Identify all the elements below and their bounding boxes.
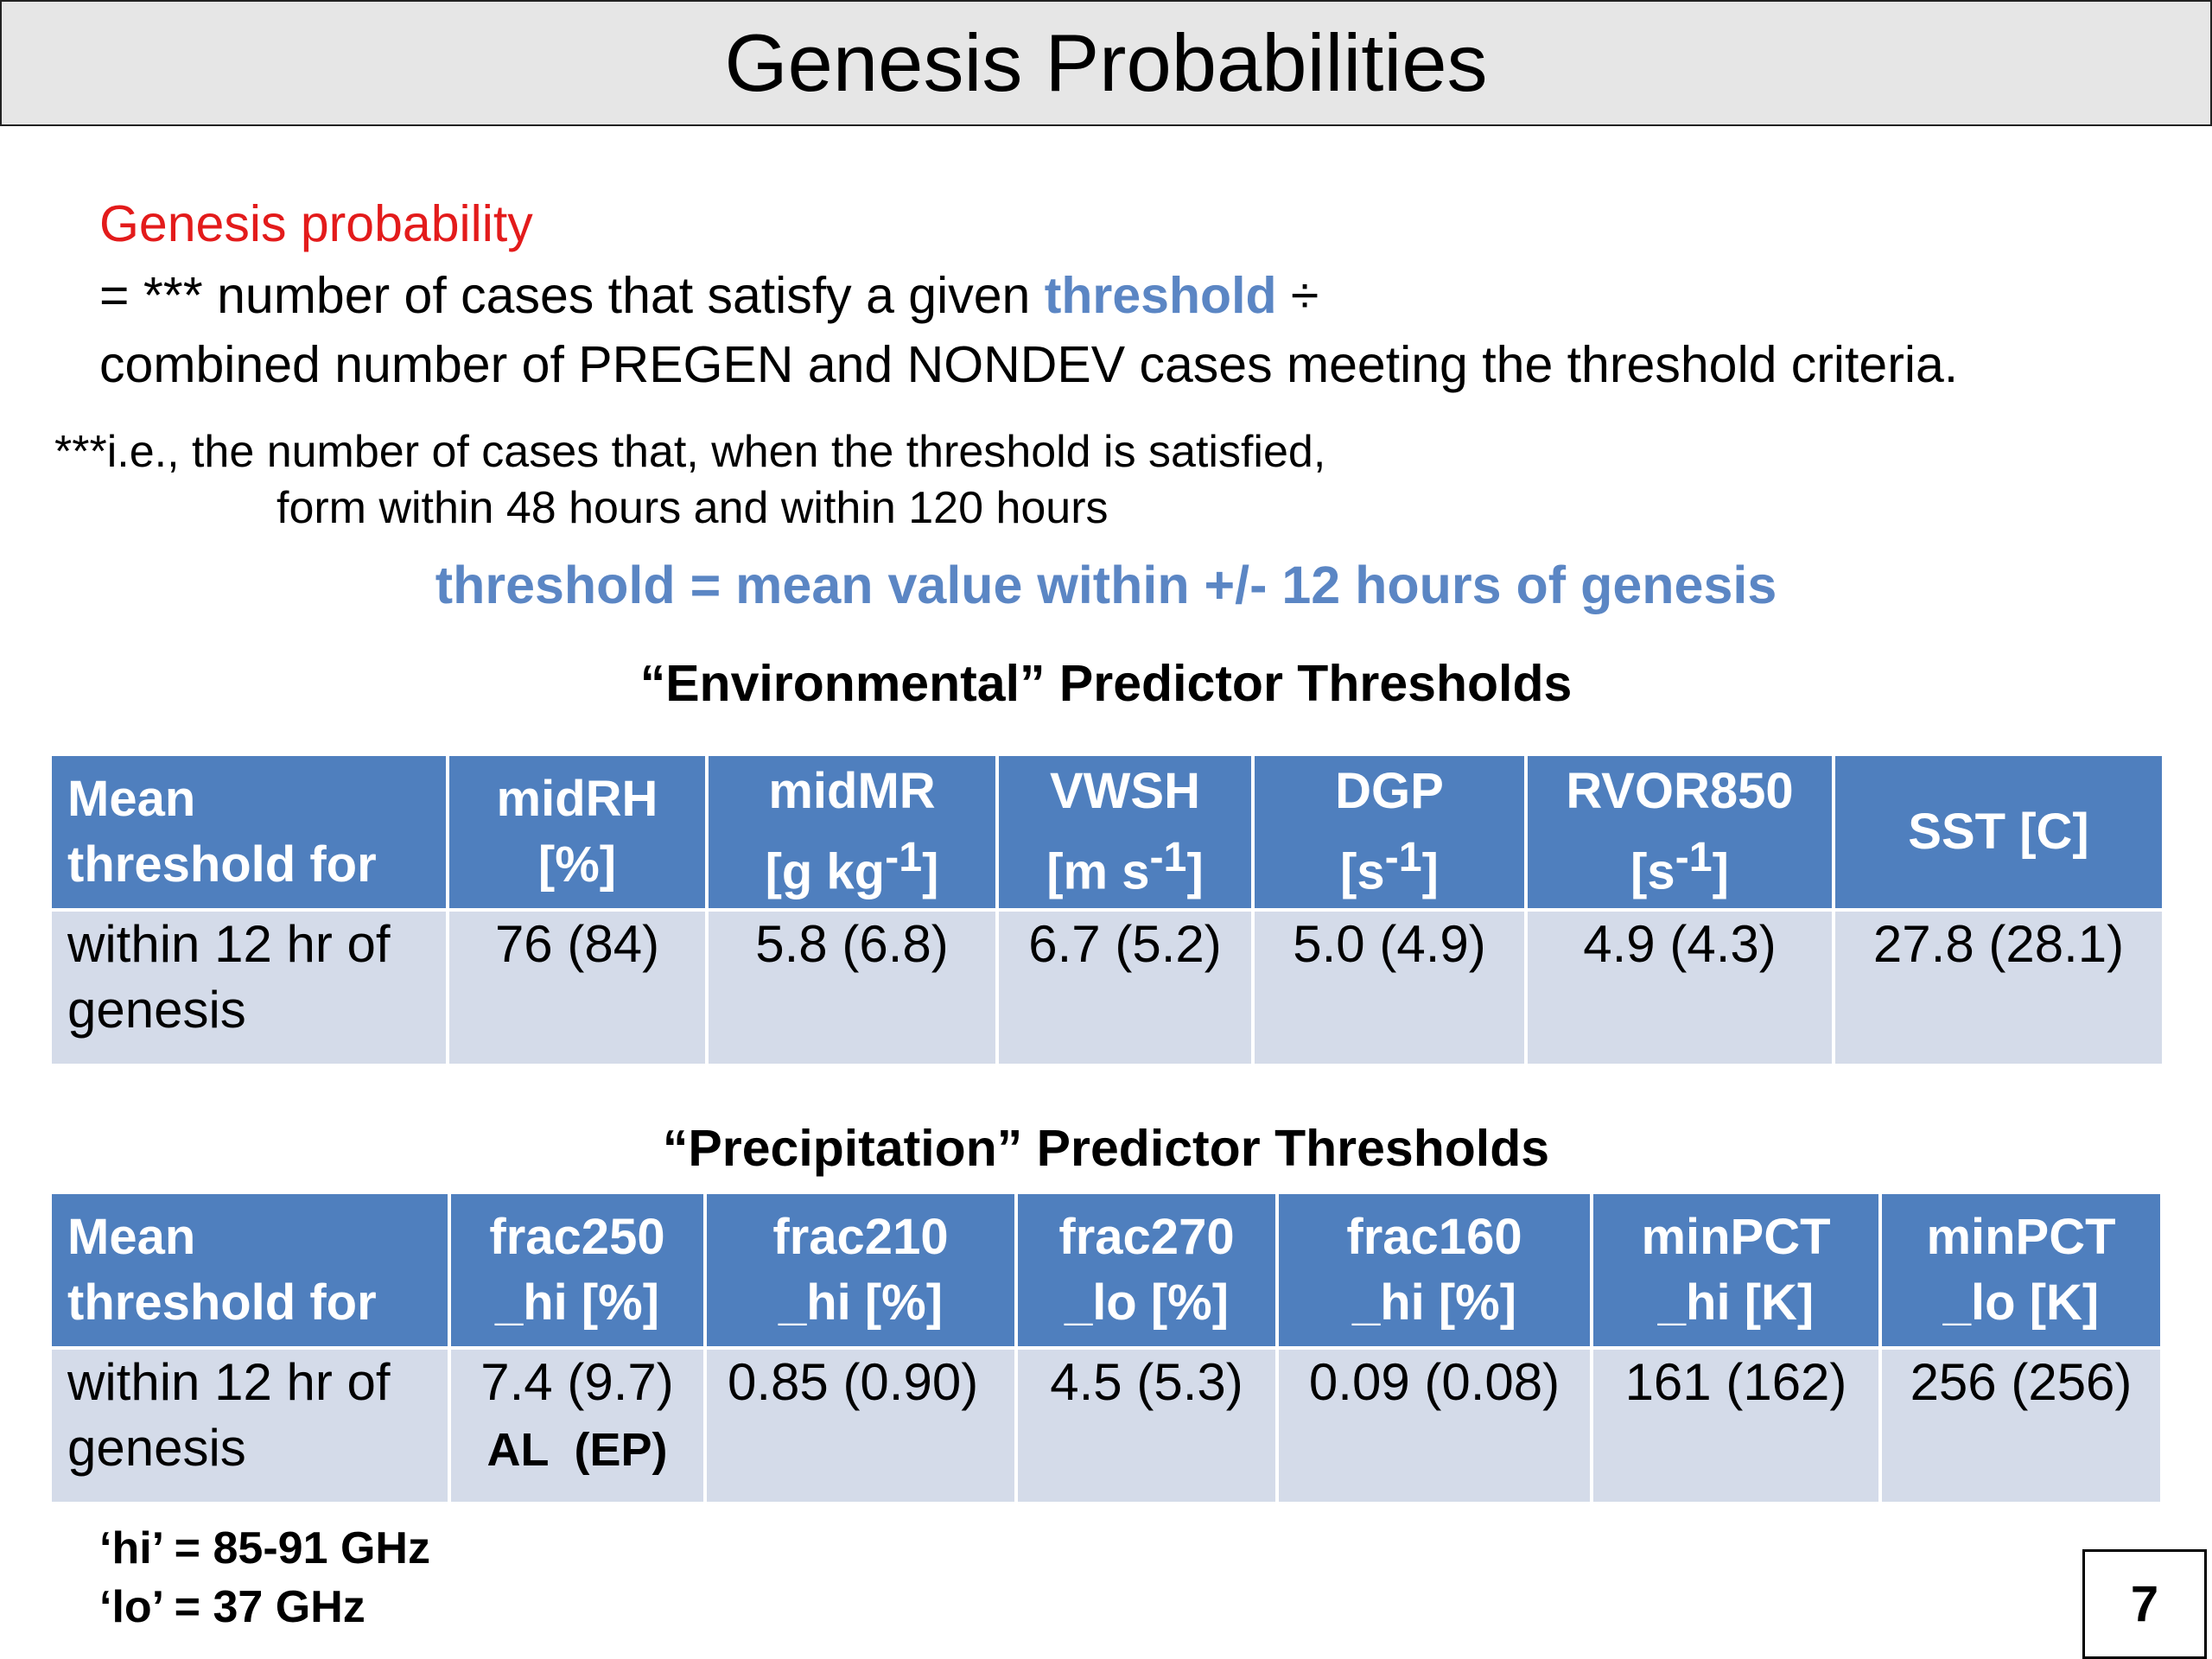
environmental-table-title: “Environmental” Predictor Thresholds: [639, 655, 1573, 712]
value-midRH: 76 (84): [446, 908, 709, 1067]
header-RVOR850: RVOR850 [s-1]: [1524, 753, 1835, 912]
value-frac270-lo: 4.5 (5.3): [1014, 1346, 1279, 1505]
column-unit: [%]: [537, 836, 617, 893]
value-SST: 27.8 (28.1): [1832, 908, 2165, 1067]
precipitation-table: Mean threshold for frac250 _hi [%] frac21…: [48, 1191, 2164, 1505]
header-frac250-hi: frac250 _hi [%]: [448, 1191, 707, 1350]
value-midMR: 5.8 (6.8): [705, 908, 999, 1067]
unit-exponent: -1: [1384, 834, 1422, 881]
header-frac210-hi: frac210 _hi [%]: [703, 1191, 1018, 1350]
row-label: within 12 hr of genesis: [48, 1346, 451, 1505]
unit-close: ]: [1421, 843, 1439, 900]
column-name: frac210: [772, 1209, 949, 1265]
column-name: midRH: [496, 771, 658, 827]
column-unit: [s: [1340, 843, 1385, 900]
unit-close: ]: [1712, 843, 1729, 900]
value-RVOR850: 4.9 (4.3): [1524, 908, 1835, 1067]
header-mean-threshold: Mean threshold for: [48, 1191, 451, 1350]
header-SST: SST [C]: [1832, 753, 2165, 912]
header-midRH: midRH [%]: [446, 753, 709, 912]
value-frac250-hi: 7.4 (9.7) AL (EP): [448, 1346, 707, 1505]
legend-lo: ‘lo’ = 37 GHz: [99, 1582, 365, 1632]
definition-line-1: = *** number of cases that satisfy a giv…: [99, 266, 1319, 325]
column-unit: _hi [%]: [778, 1274, 944, 1331]
precipitation-table-title: “Precipitation” Predictor Thresholds: [662, 1120, 1550, 1177]
value-frac160-hi: 0.09 (0.08): [1275, 1346, 1593, 1505]
unit-close: ]: [922, 843, 939, 900]
column-name: RVOR850: [1566, 763, 1794, 820]
column-unit: _hi [%]: [494, 1274, 660, 1331]
header-frac270-lo: frac270 _lo [%]: [1014, 1191, 1279, 1350]
table-row: within 12 hr of genesis 76 (84) 5.8 (6.8…: [48, 908, 2165, 1067]
header-DGP: DGP [s-1]: [1251, 753, 1528, 912]
definition-heading: Genesis probability: [99, 195, 533, 252]
table-row: within 12 hr of genesis 7.4 (9.7) AL (EP)…: [48, 1346, 2164, 1505]
column-name: frac250: [489, 1209, 665, 1265]
column-name: frac270: [1058, 1209, 1235, 1265]
basin-note: AL (EP): [486, 1424, 668, 1476]
footnote-line-2: form within 48 hours and within 120 hour…: [276, 483, 1109, 533]
column-unit: [g kg: [765, 843, 886, 900]
column-unit: [m s: [1046, 843, 1150, 900]
column-unit: _lo [%]: [1064, 1274, 1230, 1331]
table-header-row: Mean threshold for frac250 _hi [%] frac21…: [48, 1191, 2164, 1350]
header-midMR: midMR [g kg-1]: [705, 753, 999, 912]
column-name: minPCT: [1926, 1209, 2116, 1265]
value-minPCT-hi: 161 (162): [1590, 1346, 1882, 1505]
value-text: 7.4 (9.7): [480, 1353, 674, 1411]
threshold-keyword: threshold: [1044, 267, 1277, 324]
column-unit: _hi [%]: [1351, 1274, 1517, 1331]
unit-close: ]: [1186, 843, 1204, 900]
header-VWSH: VWSH [m s-1]: [995, 753, 1255, 912]
header-minPCT-lo: minPCT _lo [K]: [1878, 1191, 2164, 1350]
column-unit: _lo [K]: [1942, 1274, 2100, 1331]
legend-hi: ‘hi’ = 85-91 GHz: [99, 1523, 430, 1573]
column-name: midMR: [768, 763, 936, 820]
header-minPCT-hi: minPCT _hi [K]: [1590, 1191, 1882, 1350]
threshold-definition: threshold = mean value within +/- 12 hou…: [435, 556, 1777, 614]
column-name: VWSH: [1050, 763, 1200, 820]
value-frac210-hi: 0.85 (0.90): [703, 1346, 1018, 1505]
environmental-table: Mean threshold for midRH [%] midMR [g kg-1…: [48, 753, 2165, 1067]
slide-title: Genesis Probabilities: [724, 17, 1488, 108]
page-number: 7: [2082, 1549, 2207, 1659]
unit-exponent: -1: [1149, 834, 1187, 881]
table-header-row: Mean threshold for midRH [%] midMR [g kg-1…: [48, 753, 2165, 912]
unit-exponent: -1: [1675, 834, 1713, 881]
column-unit: _hi [K]: [1657, 1274, 1815, 1331]
column-name: DGP: [1335, 763, 1444, 820]
value-VWSH: 6.7 (5.2): [995, 908, 1255, 1067]
column-name: minPCT: [1641, 1209, 1831, 1265]
definition-line-1-prefix: = *** number of cases that satisfy a giv…: [99, 267, 1045, 324]
value-minPCT-lo: 256 (256): [1878, 1346, 2164, 1505]
column-unit: [s: [1630, 843, 1675, 900]
header-mean-threshold: Mean threshold for: [48, 753, 449, 912]
definition-line-2: combined number of PREGEN and NONDEV cas…: [99, 336, 1959, 393]
unit-exponent: -1: [885, 834, 923, 881]
footnote-line-1: ***i.e., the number of cases that, when …: [54, 427, 1326, 477]
header-frac160-hi: frac160 _hi [%]: [1275, 1191, 1593, 1350]
division-sign: ÷: [1276, 267, 1319, 324]
slide-title-bar: Genesis Probabilities: [0, 0, 2212, 126]
value-DGP: 5.0 (4.9): [1251, 908, 1528, 1067]
column-name: frac160: [1346, 1209, 1522, 1265]
row-label: within 12 hr of genesis: [48, 908, 449, 1067]
